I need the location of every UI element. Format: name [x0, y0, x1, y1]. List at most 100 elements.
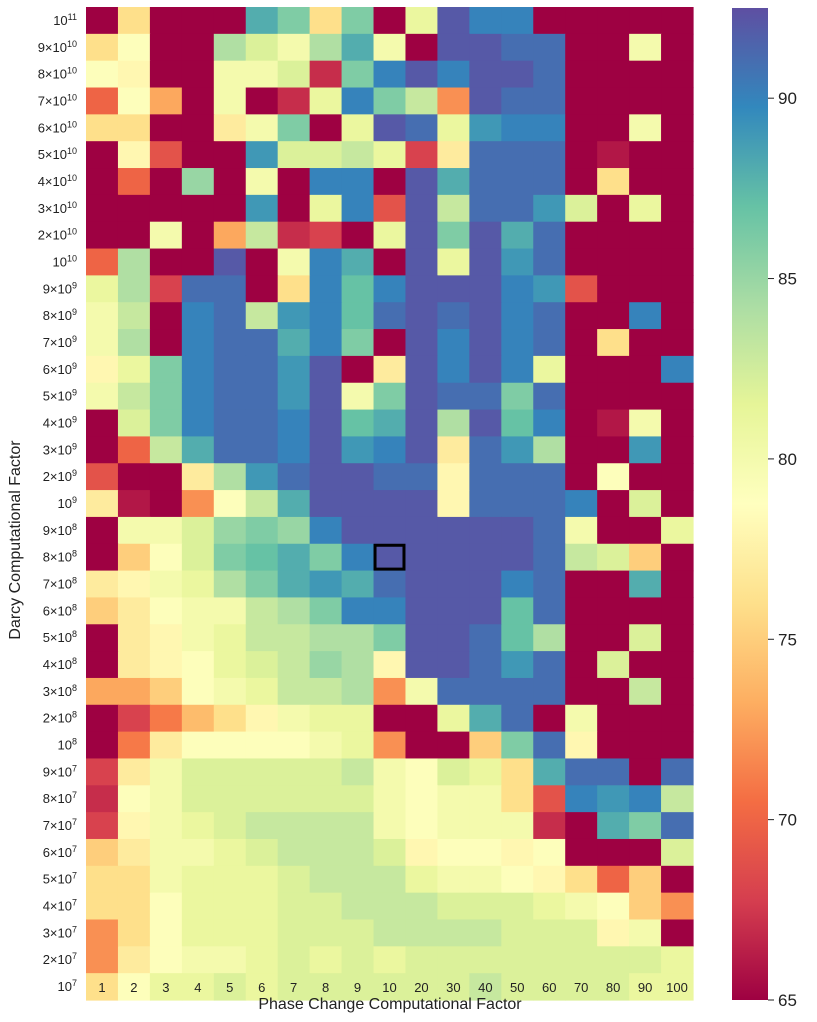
- heatmap-cell: [501, 597, 534, 625]
- heatmap-cell: [86, 812, 119, 840]
- heatmap-cell: [341, 7, 375, 35]
- heatmap-cell: [309, 382, 343, 411]
- heatmap-cell: [149, 302, 183, 330]
- heatmap-cell: [501, 570, 534, 599]
- y-tick-label: 3×107: [43, 924, 77, 940]
- heatmap-cell: [86, 302, 119, 330]
- x-tick-label: 3: [162, 980, 169, 995]
- heatmap-cell: [213, 355, 247, 384]
- heatmap-cell: [469, 838, 502, 867]
- y-tick-labels: 1011 9×1010 8×1010 7×1010 6×1010 5×1010 4×1010…: [38, 12, 77, 994]
- heatmap-cell: [565, 543, 598, 572]
- y-tick-label: 9×109: [43, 280, 77, 296]
- y-tick-label: 6×108: [43, 602, 77, 618]
- heatmap-cell: [117, 221, 151, 250]
- heatmap-cell: [309, 570, 343, 599]
- heatmap-cell: [405, 758, 439, 786]
- heatmap-cell: [181, 651, 215, 679]
- heatmap-cell: [181, 329, 215, 357]
- heatmap-cell: [469, 973, 502, 1001]
- heatmap-cell: [533, 677, 566, 706]
- heatmap-cell: [437, 248, 470, 276]
- heatmap-cell: [277, 812, 311, 840]
- heatmap-cell: [437, 168, 470, 196]
- heatmap-cell: [405, 275, 439, 303]
- heatmap-cell: [277, 275, 311, 303]
- heatmap-cell: [565, 758, 598, 786]
- heatmap-cell: [565, 114, 598, 142]
- heatmap-cell: [149, 355, 183, 384]
- heatmap-cell: [661, 490, 694, 518]
- heatmap-cell: [213, 624, 247, 652]
- heatmap-cell: [181, 490, 215, 518]
- heatmap-cell: [469, 60, 502, 89]
- heatmap-cell: [469, 329, 502, 357]
- colorbar-tick-label: 80: [778, 450, 797, 469]
- heatmap-cell: [661, 946, 694, 974]
- heatmap-cell: [533, 87, 566, 115]
- heatmap-cell: [405, 570, 439, 599]
- heatmap-cell: [469, 275, 502, 303]
- heatmap-cell: [373, 114, 407, 142]
- heatmap-cell: [309, 516, 343, 545]
- heatmap-cell: [501, 543, 534, 572]
- heatmap-cell: [501, 33, 534, 62]
- heatmap-cell: [149, 892, 183, 921]
- colorbar-tick-label: 70: [778, 811, 797, 830]
- heatmap-cell: [181, 221, 215, 250]
- heatmap-cell: [501, 731, 534, 760]
- heatmap-cell: [629, 114, 662, 142]
- heatmap-cell: [501, 114, 534, 142]
- heatmap-cell: [565, 33, 598, 62]
- heatmap-cell: [533, 516, 566, 545]
- heatmap-cell: [629, 436, 662, 464]
- heatmap-cell: [213, 194, 247, 223]
- heatmap-cell: [565, 275, 598, 303]
- heatmap-cell: [149, 597, 183, 625]
- heatmap-cell: [309, 624, 343, 652]
- heatmap-cell: [629, 704, 662, 733]
- heatmap-cell: [565, 141, 598, 169]
- heatmap-cell: [469, 382, 502, 411]
- heatmap-cell: [469, 543, 502, 572]
- heatmap-cell: [181, 463, 215, 491]
- y-tick-label: 9×1010: [38, 39, 77, 55]
- heatmap-cell: [437, 7, 470, 35]
- heatmap-cell: [213, 87, 247, 115]
- heatmap-cell: [629, 892, 662, 921]
- heatmap-cell: [373, 570, 407, 599]
- heatmap-cell: [373, 194, 407, 223]
- y-tick-label: 8×109: [43, 307, 77, 323]
- heatmap-cell: [213, 248, 247, 276]
- heatmap-cell: [213, 677, 247, 706]
- heatmap-cell: [565, 436, 598, 464]
- heatmap-cell: [117, 60, 151, 89]
- heatmap-cell: [309, 7, 343, 35]
- heatmap-cell: [597, 194, 630, 223]
- heatmap-cell: [213, 516, 247, 545]
- heatmap-cell: [501, 168, 534, 196]
- y-tick-label: 109: [58, 495, 77, 511]
- heatmap-cell: [86, 275, 119, 303]
- heatmap-cell: [245, 704, 279, 733]
- y-tick-label: 7×108: [43, 576, 77, 592]
- heatmap-cell: [245, 892, 279, 921]
- heatmap-cell: [309, 409, 343, 438]
- heatmap-cell: [149, 33, 183, 62]
- heatmap-cell: [533, 194, 566, 223]
- heatmap-cell: [245, 329, 279, 357]
- heatmap-cell: [86, 141, 119, 169]
- heatmap-cell: [309, 436, 343, 464]
- heatmap-cell: [437, 973, 470, 1001]
- heatmap-cell: [405, 731, 439, 760]
- heatmap-cell: [597, 516, 630, 545]
- heatmap-cell: [405, 946, 439, 974]
- y-tick-label: 5×107: [43, 871, 77, 887]
- y-tick-label: 8×107: [43, 790, 77, 806]
- heatmap-cell: [405, 865, 439, 894]
- heatmap-cell: [661, 838, 694, 867]
- heatmap-cell: [661, 275, 694, 303]
- heatmap-cell: [181, 973, 215, 1001]
- heatmap-cell: [181, 168, 215, 196]
- heatmap-cell: [309, 33, 343, 62]
